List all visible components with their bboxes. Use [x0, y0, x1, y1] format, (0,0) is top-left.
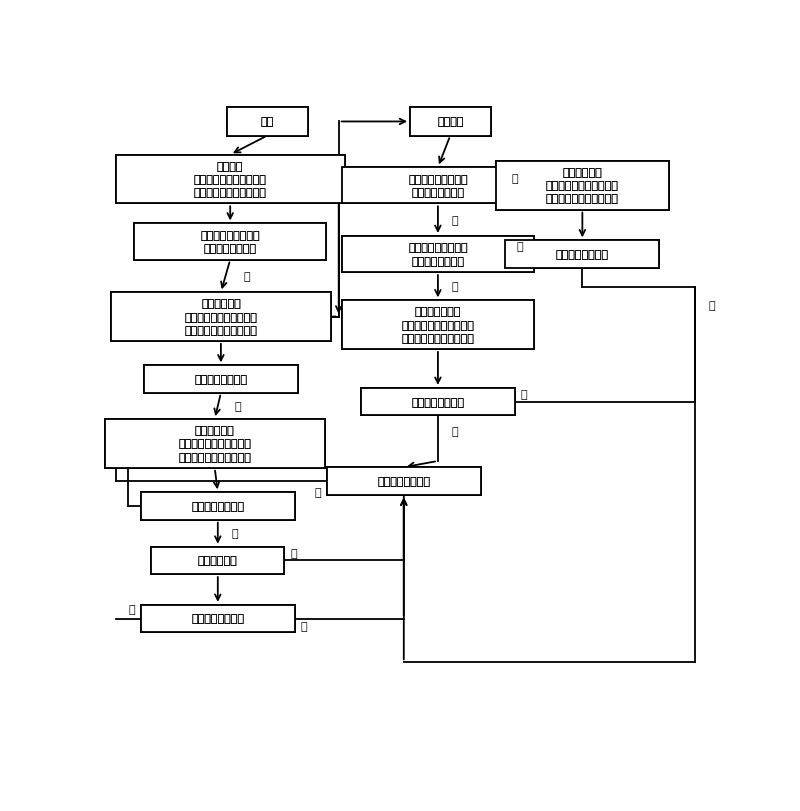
Text: 热水龙头是否打开: 热水龙头是否打开	[556, 250, 609, 260]
Text: 进入用水状态
上水阀打开、进气阀关闭
泄压阀关闭、信号阀关闭: 进入用水状态 上水阀打开、进气阀关闭 泄压阀关闭、信号阀关闭	[178, 426, 251, 462]
Bar	[227, 108, 308, 136]
Text: 进入集热状态
上水阀关闭、进气阀打开
泄压阀打开、信号阀打开: 进入集热状态 上水阀关闭、进气阀打开 泄压阀打开、信号阀打开	[185, 299, 258, 335]
Text: 进入用水状态
上水阀打开、进气阀关闭
泄压阀关闭、信号阀关闭: 进入用水状态 上水阀打开、进气阀关闭 泄压阀关闭、信号阀关闭	[178, 426, 251, 462]
Bar	[111, 293, 331, 341]
Bar	[134, 224, 326, 260]
Text: 是: 是	[521, 389, 528, 400]
Text: 进入上水状态
上水阀打开、进气阀关闭
泄压阀关闭、信号阀关闭: 进入上水状态 上水阀打开、进气阀关闭 泄压阀关闭、信号阀关闭	[546, 168, 618, 204]
Bar	[506, 241, 659, 268]
Bar	[495, 161, 669, 210]
Bar	[141, 605, 294, 633]
Bar	[361, 388, 514, 416]
Text: 热水龙头是否打开: 热水龙头是否打开	[191, 614, 244, 624]
Text: 蓄电加热: 蓄电加热	[437, 118, 463, 127]
Text: 进入待机状态: 进入待机状态	[198, 556, 238, 565]
Text: 热水龙头是否打开: 热水龙头是否打开	[378, 476, 430, 487]
Bar	[327, 468, 481, 495]
Text: 热水龙头是否打开: 热水龙头是否打开	[194, 375, 247, 384]
Text: 否: 否	[290, 548, 298, 558]
Text: 是: 是	[244, 272, 250, 281]
Text: 水温水位传感器检测
是否到达设定水位: 水温水位传感器检测 是否到达设定水位	[200, 230, 260, 254]
Text: 水温水位传感器检测
是否到达设定水温: 水温水位传感器检测 是否到达设定水温	[408, 243, 468, 266]
Bar	[342, 301, 534, 350]
Bar	[495, 161, 669, 210]
Text: 是: 是	[709, 301, 715, 311]
Bar	[115, 156, 345, 204]
Bar	[141, 492, 294, 520]
Text: 否: 否	[451, 282, 458, 292]
Bar	[227, 108, 308, 136]
Bar	[141, 492, 294, 520]
Bar	[144, 366, 298, 393]
Text: 是: 是	[451, 216, 458, 225]
Text: 热水龙头是否打开: 热水龙头是否打开	[556, 250, 609, 260]
Text: 是: 是	[314, 487, 321, 498]
Bar	[151, 547, 285, 574]
Bar	[342, 237, 534, 272]
Bar	[144, 366, 298, 393]
Bar	[141, 605, 294, 633]
Text: 蓄电加热: 蓄电加热	[437, 118, 463, 127]
Text: 热水龙头是否打开: 热水龙头是否打开	[194, 375, 247, 384]
Text: 否: 否	[301, 621, 307, 631]
Bar	[105, 419, 325, 468]
Text: 进入电加热状态
上水阀关闭、进气阀打开
泄压阀打开、信号阀打开: 进入电加热状态 上水阀关闭、进气阀打开 泄压阀打开、信号阀打开	[402, 307, 474, 343]
Text: 热水龙头是否打开: 热水龙头是否打开	[411, 397, 464, 407]
Bar	[342, 168, 534, 204]
Text: 否: 否	[451, 427, 458, 436]
Text: 否: 否	[517, 242, 523, 252]
Text: 否: 否	[511, 174, 518, 183]
Bar	[151, 547, 285, 574]
Text: 进入待机状态: 进入待机状态	[198, 556, 238, 565]
Bar	[105, 419, 325, 468]
Bar	[506, 241, 659, 268]
Text: 水温水位传感器检测
是否到达设定水位: 水温水位传感器检测 是否到达设定水位	[200, 230, 260, 254]
Text: 热水龙头是否打开: 热水龙头是否打开	[191, 501, 244, 512]
Text: 是: 是	[234, 401, 241, 411]
Text: 初始上水
上水阀打开、进气阀关闭
泄压阀关闭、信号阀关闭: 初始上水 上水阀打开、进气阀关闭 泄压阀关闭、信号阀关闭	[194, 161, 266, 198]
Bar	[342, 168, 534, 204]
Text: 进入电加热状态
上水阀关闭、进气阀打开
泄压阀打开、信号阀打开: 进入电加热状态 上水阀关闭、进气阀打开 泄压阀打开、信号阀打开	[402, 307, 474, 343]
Text: 热水龙头是否打开: 热水龙头是否打开	[191, 501, 244, 512]
Bar	[134, 224, 326, 260]
Text: 水温水位传感器检测
是否到达设定水温: 水温水位传感器检测 是否到达设定水温	[408, 243, 468, 266]
Text: 是: 是	[128, 604, 134, 615]
Bar	[327, 468, 481, 495]
Bar	[111, 293, 331, 341]
Text: 水温水位传感器检测
是否到达设定水位: 水温水位传感器检测 是否到达设定水位	[408, 174, 468, 198]
Bar	[361, 388, 514, 416]
Text: 开始: 开始	[261, 118, 274, 127]
Bar	[410, 108, 490, 136]
Text: 热水龙头是否打开: 热水龙头是否打开	[191, 614, 244, 624]
Bar	[410, 108, 490, 136]
Bar	[342, 301, 534, 350]
Text: 开始: 开始	[261, 118, 274, 127]
Text: 初始上水
上水阀打开、进气阀关闭
泄压阀关闭、信号阀关闭: 初始上水 上水阀打开、进气阀关闭 泄压阀关闭、信号阀关闭	[194, 161, 266, 198]
Text: 否: 否	[231, 529, 238, 539]
Text: 热水龙头是否打开: 热水龙头是否打开	[411, 397, 464, 407]
Text: 水温水位传感器检测
是否到达设定水位: 水温水位传感器检测 是否到达设定水位	[408, 174, 468, 198]
Bar	[115, 156, 345, 204]
Text: 热水龙头是否打开: 热水龙头是否打开	[378, 476, 430, 487]
Text: 进入上水状态
上水阀打开、进气阀关闭
泄压阀关闭、信号阀关闭: 进入上水状态 上水阀打开、进气阀关闭 泄压阀关闭、信号阀关闭	[546, 168, 618, 204]
Bar	[342, 237, 534, 272]
Text: 进入集热状态
上水阀关闭、进气阀打开
泄压阀打开、信号阀打开: 进入集热状态 上水阀关闭、进气阀打开 泄压阀打开、信号阀打开	[185, 299, 258, 335]
